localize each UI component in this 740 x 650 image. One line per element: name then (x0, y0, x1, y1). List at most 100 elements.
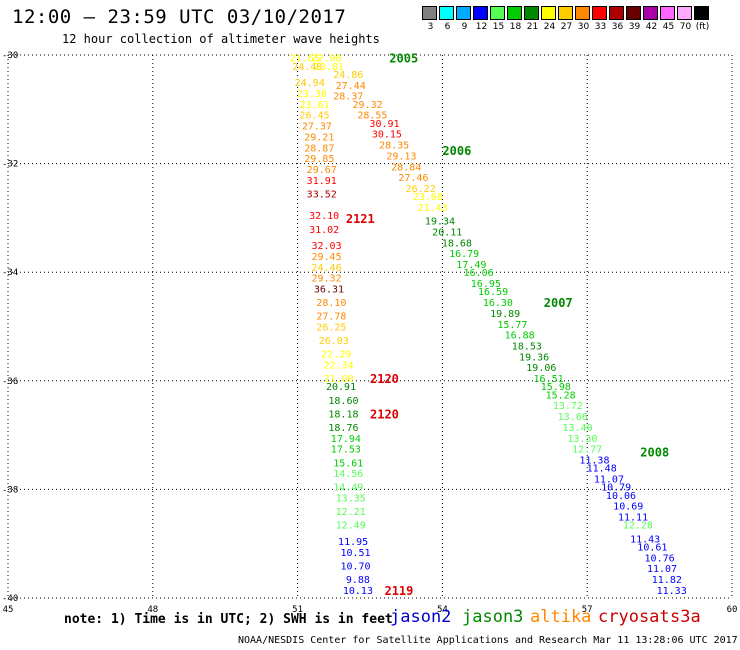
wave-height-label: 18.53 (512, 342, 542, 353)
wave-height-label: 13.35 (336, 494, 366, 505)
wave-height-label: 28.37 (333, 92, 363, 103)
wave-height-label: 23.81 (314, 62, 344, 73)
wave-height-label: 15.98 (541, 382, 571, 393)
color-swatch (490, 6, 505, 20)
color-scale-label: 3 (427, 22, 434, 32)
wave-height-label: 10.76 (645, 553, 675, 564)
wave-height-label: 23.61 (299, 100, 329, 111)
wave-height-label: 11.38 (579, 456, 609, 467)
wave-height-label: 22.08 (312, 54, 342, 65)
color-scale-label: 15 (492, 22, 505, 32)
color-scale-label: (ft) (695, 22, 710, 32)
wave-height-label: 32.03 (312, 241, 342, 252)
chart-title: 12:00 – 23:59 UTC 03/10/2017 (12, 6, 347, 28)
wave-height-label: 20.11 (432, 227, 462, 238)
wave-height-label: 28.87 (304, 143, 334, 154)
color-scale-label: 33 (594, 22, 607, 32)
wave-height-label: 14.56 (333, 469, 363, 480)
time-label: 2120 (370, 407, 399, 421)
color-swatch (694, 6, 709, 20)
color-scale-label: 39 (628, 22, 641, 32)
color-scale-label: 12 (475, 22, 488, 32)
wave-height-label: 30.15 (372, 130, 402, 141)
legend-item-jason3: jason3 (462, 607, 524, 627)
wave-height-label: 16.88 (505, 331, 535, 342)
wave-height-label: 15.28 (546, 390, 576, 401)
wave-height-label: 11.48 (587, 464, 617, 475)
wave-height-label: 22.34 (324, 361, 354, 372)
wave-height-label: 29.21 (304, 132, 334, 143)
wave-height-label: 10.51 (340, 548, 370, 559)
color-swatch (524, 6, 539, 20)
wave-height-label: 15.77 (497, 320, 527, 331)
wave-height-label: 29.32 (353, 100, 383, 111)
wave-height-label: 28.84 (391, 162, 421, 173)
wave-height-label: 29.32 (312, 274, 342, 285)
wave-height-label: 17.53 (331, 445, 361, 456)
time-label: 2119 (384, 584, 413, 598)
wave-height-label: 18.76 (328, 423, 358, 434)
wave-height-label: 12.49 (336, 521, 366, 532)
wave-height-label: 32.10 (309, 211, 339, 222)
wave-height-label: 14.49 (333, 483, 363, 494)
color-swatch (507, 6, 522, 20)
wave-height-label: 13.66 (558, 412, 588, 423)
wave-height-label: 22.29 (321, 350, 351, 361)
y-tick-label: -32 (2, 160, 18, 170)
wave-height-label: 13.30 (567, 434, 597, 445)
color-swatch (541, 6, 556, 20)
wave-height-label: 16.06 (464, 268, 494, 279)
color-swatch (677, 6, 692, 20)
color-swatch (626, 6, 641, 20)
chart-subtitle: 12 hour collection of altimeter wave hei… (62, 32, 380, 46)
wave-height-label: 26.25 (316, 323, 346, 334)
color-swatch (558, 6, 573, 20)
wave-height-label: 12.77 (572, 445, 602, 456)
time-label: 2120 (370, 372, 399, 386)
wave-height-label: 11.07 (594, 475, 624, 486)
color-swatch (660, 6, 675, 20)
wave-height-label: 36.31 (314, 284, 344, 295)
wave-height-label: 19.34 (425, 217, 455, 228)
color-scale-label: 36 (611, 22, 624, 32)
wave-height-label: 28.55 (357, 111, 387, 122)
color-scale-label: 6 (444, 22, 451, 32)
color-scale-labels: 3 6 9 12 15 18 21 24 27 30 33 36 39 42 45 70 (ft) (422, 22, 711, 32)
legend-item-altika: altika (530, 607, 592, 627)
x-tick-label: 54 (437, 605, 448, 615)
wave-height-label: 24.46 (312, 263, 342, 274)
wave-height-label: 21.43 (418, 203, 448, 214)
wave-height-label: 10.61 (637, 542, 667, 553)
color-swatch (439, 6, 454, 20)
color-swatch (609, 6, 624, 20)
wave-height-label: 11.11 (618, 513, 648, 524)
wave-height-label: 26.03 (319, 336, 349, 347)
time-label: 2005 (389, 52, 418, 66)
color-scale-label: 30 (577, 22, 590, 32)
wave-height-label: 27.78 (316, 312, 346, 323)
color-scale-label: 18 (509, 22, 522, 32)
footer-credit: NOAA/NESDIS Center for Satellite Applica… (238, 635, 738, 646)
y-tick-label: -30 (2, 51, 18, 61)
color-swatch (643, 6, 658, 20)
y-tick-label: -40 (2, 594, 18, 604)
note-text: note: 1) Time is in UTC; 2) SWH is in fe… (64, 612, 393, 627)
wave-height-label: 12.21 (336, 507, 366, 518)
color-scale-label: 27 (560, 22, 573, 32)
wave-height-label: 10.70 (340, 561, 370, 572)
wave-height-label: 30.91 (369, 119, 399, 130)
color-swatch (456, 6, 471, 20)
wave-height-label: 18.68 (442, 238, 472, 249)
wave-height-label: 27.44 (336, 81, 366, 92)
color-scale-swatches (422, 6, 711, 20)
wave-height-label: 21.00 (324, 374, 354, 385)
wave-height-label: 16.30 (483, 298, 513, 309)
wave-height-label: 27.37 (302, 122, 332, 133)
wave-height-label: 27.46 (398, 173, 428, 184)
wave-height-label: 16.51 (534, 374, 564, 385)
color-scale-label: 45 (662, 22, 675, 32)
x-tick-label: 45 (3, 605, 14, 615)
x-tick-label: 51 (292, 605, 303, 615)
wave-height-label: 31.91 (307, 176, 337, 187)
wave-height-label: 19.36 (519, 352, 549, 363)
